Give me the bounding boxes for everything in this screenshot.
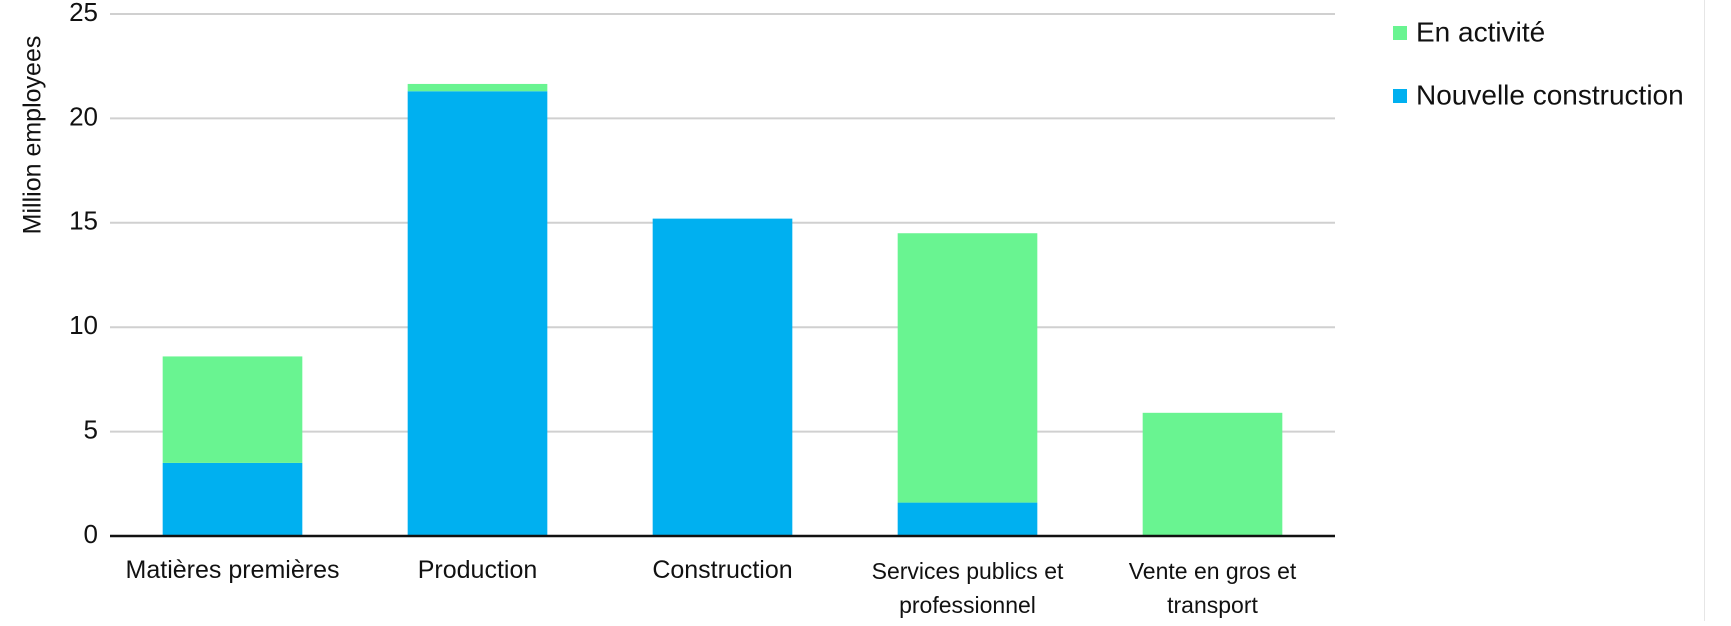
bar-en-activite — [897, 233, 1038, 503]
x-tick-label: Services publics et professionnel — [872, 558, 1064, 618]
y-tick-label: 25 — [69, 0, 98, 27]
y-tick-label: 20 — [69, 101, 98, 131]
y-tick-label: 5 — [84, 414, 98, 444]
bar-nouvelle-construction — [897, 502, 1038, 536]
x-tick-label: Vente en gros et transport — [1129, 558, 1297, 618]
axes: 0 5 10 15 20 25 Million employees Matières prem… — [19, 0, 1335, 618]
x-tick-label: Production — [418, 556, 538, 584]
legend-swatch — [1393, 26, 1407, 40]
x-tick-label: Construction — [652, 556, 792, 584]
bar-en-activite — [407, 83, 548, 92]
bar-en-activite — [1142, 412, 1283, 536]
bar-en-activite — [162, 356, 303, 463]
x-tick-label: Matières premières — [126, 556, 340, 584]
bar-nouvelle-construction — [407, 91, 548, 537]
y-tick-label: 0 — [84, 519, 98, 549]
bar-nouvelle-construction — [652, 218, 793, 536]
panel-divider — [1704, 0, 1705, 621]
bars — [162, 83, 1283, 537]
legend-label: Nouvelle construction — [1416, 79, 1684, 110]
legend: En activité Nouvelle construction — [1393, 16, 1684, 110]
legend-swatch — [1393, 89, 1407, 103]
bar-nouvelle-construction — [162, 462, 303, 536]
y-tick-label: 10 — [69, 310, 98, 340]
y-tick-label: 15 — [69, 206, 98, 236]
legend-label: En activité — [1416, 16, 1545, 47]
y-axis-title: Million employees — [19, 36, 47, 235]
